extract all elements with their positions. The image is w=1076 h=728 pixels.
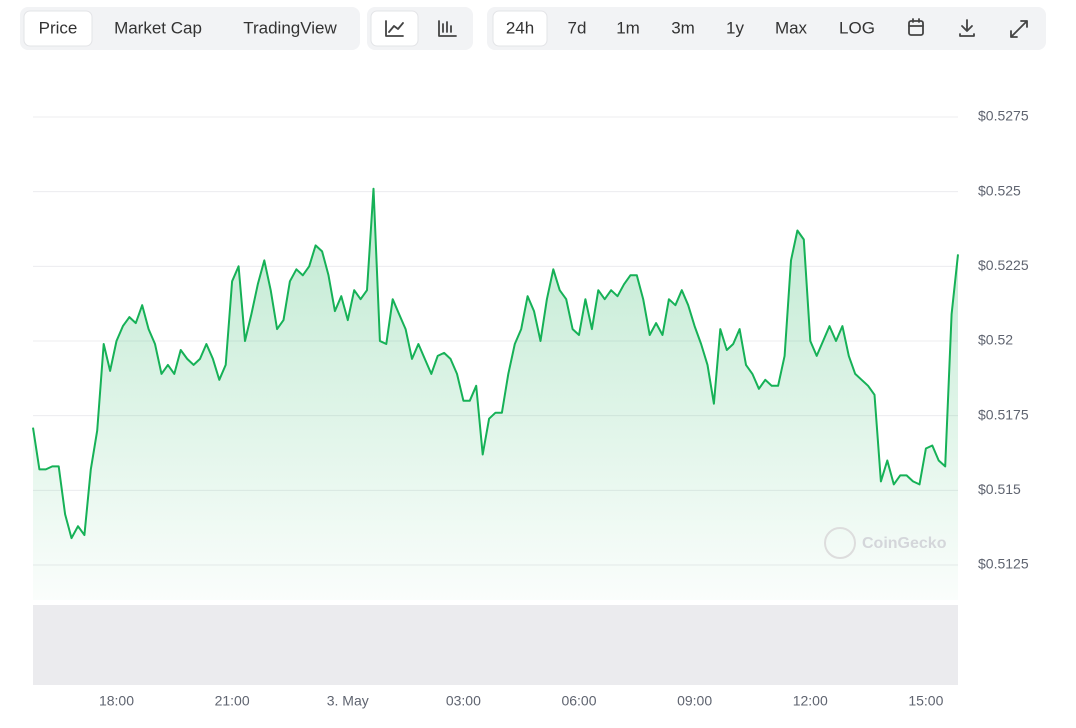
- x-tick-label: 18:00: [99, 693, 134, 709]
- range-button[interactable]: 1y: [726, 18, 744, 37]
- selected-button[interactable]: [23, 10, 93, 47]
- toolbar: Price Market Cap TradingView 24h 7d 1m 3…: [20, 7, 1046, 50]
- x-tick-label: 06:00: [561, 693, 596, 709]
- y-tick-label: $0.5125: [978, 556, 1029, 572]
- x-tick-label: 12:00: [793, 693, 828, 709]
- view-button[interactable]: Market Cap: [114, 18, 202, 37]
- view-button[interactable]: TradingView: [243, 18, 337, 37]
- y-tick-label: $0.5175: [978, 406, 1029, 422]
- range-button[interactable]: 7d: [568, 18, 587, 37]
- x-tick-label: 15:00: [908, 693, 943, 709]
- candle-chart-icon[interactable]: [438, 20, 457, 37]
- fullscreen-icon[interactable]: [1010, 20, 1028, 38]
- y-tick-label: $0.515: [978, 481, 1021, 497]
- range-button[interactable]: 1m: [616, 18, 640, 37]
- y-tick-label: $0.5225: [978, 257, 1029, 273]
- y-tick-label: $0.5275: [978, 108, 1029, 124]
- line-chart-icon[interactable]: [385, 20, 404, 37]
- log-button[interactable]: LOG: [839, 18, 875, 37]
- range-button[interactable]: 3m: [671, 18, 695, 37]
- view-group: [20, 7, 360, 50]
- price-area: [33, 188, 958, 600]
- range-button[interactable]: Max: [775, 18, 808, 37]
- price-line: [32, 187, 959, 540]
- selected-button[interactable]: [370, 10, 419, 47]
- calendar-icon[interactable]: [908, 18, 924, 36]
- y-tick-label: $0.52: [978, 332, 1013, 348]
- watermark: CoinGecko: [824, 527, 947, 559]
- download-icon[interactable]: [959, 19, 975, 37]
- volume-backdrop: [33, 605, 958, 685]
- y-tick-label: $0.525: [978, 182, 1021, 198]
- plot-area: $0.5125 $0.515 $0.5175 $0.52 $0.5225 $0.525 $0…: [32, 108, 1029, 709]
- range-button[interactable]: 24h: [506, 18, 534, 37]
- x-tick-label: 21:00: [215, 693, 250, 709]
- view-button[interactable]: Price: [39, 18, 78, 37]
- x-tick-label: 09:00: [677, 693, 712, 709]
- range-group: [487, 7, 1046, 50]
- selected-button[interactable]: [492, 10, 548, 47]
- watermark-text: CoinGecko: [862, 535, 947, 552]
- x-tick-label: 3. May: [327, 693, 369, 709]
- x-tick-label: 03:00: [446, 693, 481, 709]
